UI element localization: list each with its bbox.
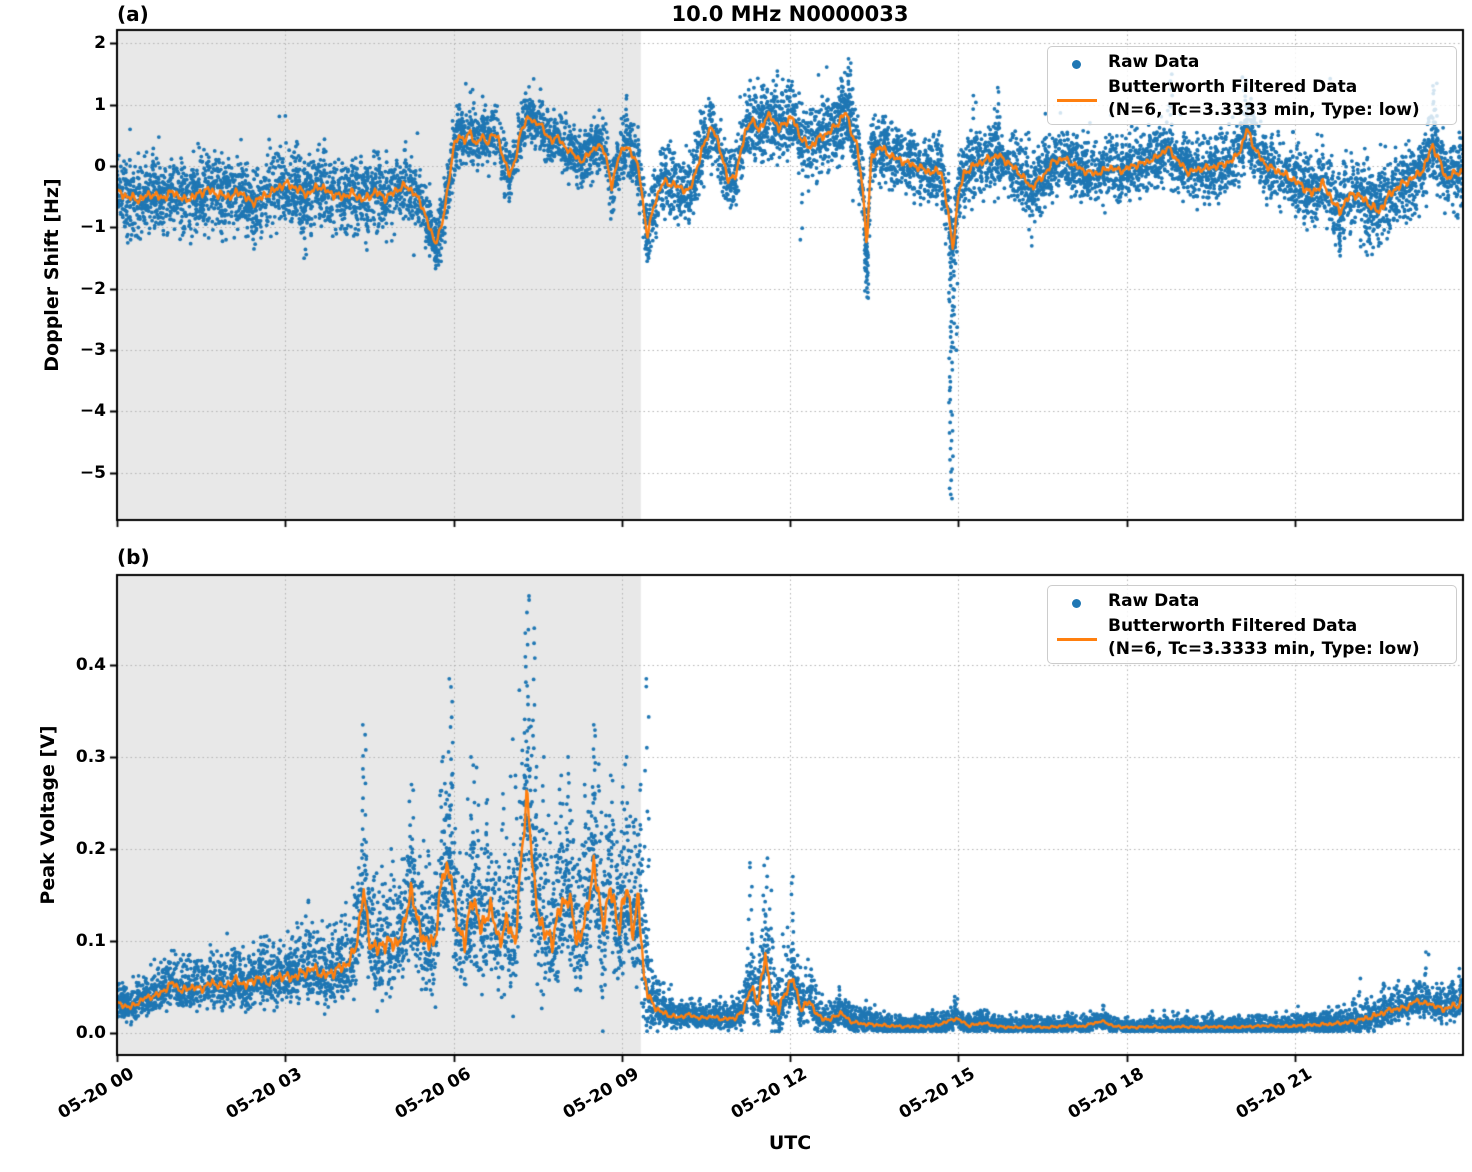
panel-a-label: (a) (117, 2, 149, 26)
y-tick-label: 0.4 (75, 654, 106, 675)
x-axis-label-utc: UTC (768, 1132, 812, 1154)
y-axis-label-voltage: Peak Voltage [V] (37, 725, 59, 905)
legend-filtered-line1: Butterworth Filtered Data (1108, 77, 1358, 97)
legend-raw-label: Raw Data (1108, 591, 1200, 611)
y-tick-label: −2 (79, 278, 106, 299)
y-tick-label: 0.1 (75, 931, 106, 951)
figure-title: 10.0 MHz N0000033 (671, 2, 909, 26)
y-tick-label: −5 (79, 462, 106, 483)
legend-panel-b: Raw Data Butterworth Filtered Data (N=6, … (1047, 585, 1457, 664)
legend-filtered-label: Butterworth Filtered Data (N=6, Tc=3.3333… (1108, 76, 1420, 122)
legend-filtered-line2: (N=6, Tc=3.3333 min, Type: low) (1108, 639, 1420, 659)
legend-raw-label: Raw Data (1108, 52, 1200, 72)
y-tick-label: 0.3 (75, 746, 106, 767)
y-tick-label: 1 (94, 94, 106, 115)
raw-data-marker-icon (1072, 60, 1081, 69)
y-tick-label: 0.0 (75, 1023, 106, 1043)
legend-filtered-line1: Butterworth Filtered Data (1108, 616, 1358, 636)
y-tick-label: −3 (79, 340, 106, 361)
filtered-line-sample-icon (1057, 638, 1097, 641)
y-tick-label: −4 (79, 401, 106, 422)
legend-panel-a: Raw Data Butterworth Filtered Data (N=6, … (1047, 46, 1457, 125)
y-tick-label: −1 (79, 217, 106, 238)
y-tick-label: 2 (94, 33, 106, 54)
filtered-line-sample-icon (1057, 99, 1097, 102)
y-tick-label: 0 (94, 156, 106, 177)
legend-filtered-label: Butterworth Filtered Data (N=6, Tc=3.3333… (1108, 615, 1420, 661)
legend-filtered-line2: (N=6, Tc=3.3333 min, Type: low) (1108, 100, 1420, 120)
y-tick-label: 0.2 (75, 838, 106, 859)
panel-b-label: (b) (117, 545, 150, 569)
raw-data-marker-icon (1072, 599, 1081, 608)
